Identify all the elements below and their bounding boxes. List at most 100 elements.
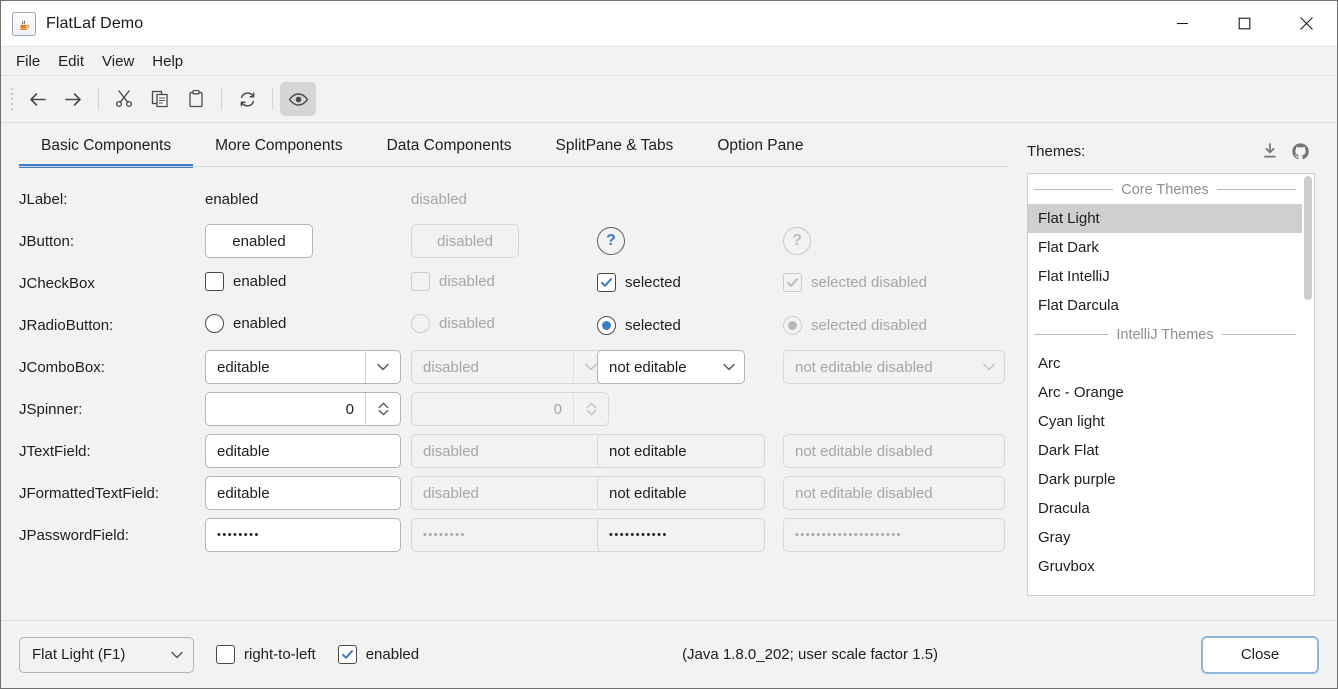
theme-item-arc[interactable]: Arc: [1038, 355, 1061, 372]
paste-icon[interactable]: [178, 82, 214, 116]
themes-header: Themes:: [1027, 135, 1315, 167]
toolbar-drag-handle[interactable]: [7, 86, 17, 112]
radio-selected[interactable]: selected: [597, 315, 681, 335]
radio-label: selected disabled: [811, 316, 927, 334]
enabled-checkbox[interactable]: enabled: [337, 645, 419, 664]
radio-selected-disabled: selected disabled: [783, 315, 927, 335]
formattedtextfield-not-editable[interactable]: not editable: [597, 476, 765, 510]
theme-item-gruvbox[interactable]: Gruvbox: [1038, 558, 1095, 575]
textfield-not-editable[interactable]: not editable: [597, 434, 765, 468]
passwordfield-editable[interactable]: ••••••••: [205, 518, 401, 552]
theme-item-dark-flat[interactable]: Dark Flat: [1038, 442, 1099, 459]
combobox-not-editable[interactable]: not editable: [597, 350, 745, 384]
cut-icon[interactable]: [106, 82, 142, 116]
menu-item-file[interactable]: File: [16, 52, 41, 70]
row-label: JCheckBox: [19, 274, 95, 292]
themes-title: Themes:: [1027, 142, 1086, 160]
spinner-arrows-icon[interactable]: [365, 393, 400, 425]
toolbar-separator: [98, 88, 99, 110]
checkbox-checked-icon: [597, 273, 616, 292]
row-jradiobutton: JRadioButton: enabled disabled: [19, 304, 1019, 346]
combobox-editable[interactable]: editable: [205, 350, 401, 384]
github-icon[interactable]: [1285, 137, 1315, 165]
back-icon[interactable]: [19, 82, 55, 116]
close-button[interactable]: [1275, 2, 1337, 46]
row-label: JSpinner:: [19, 400, 83, 418]
basic-components-form: JLabel: enabled disabled JButton: enable…: [19, 168, 1019, 620]
checkbox-selected[interactable]: selected: [597, 273, 681, 292]
themes-list[interactable]: Core Themes Flat Light Flat Dark Flat In…: [1028, 174, 1302, 595]
passwordfield-not-editable[interactable]: •••••••••••: [597, 518, 765, 552]
minimize-button[interactable]: [1151, 2, 1213, 46]
checkbox-label: selected: [625, 274, 681, 291]
row-jcheckbox: JCheckBox enabled disabled: [19, 262, 1019, 304]
close-dialog-button[interactable]: Close: [1201, 635, 1320, 674]
checkbox-box-icon: [216, 645, 235, 664]
maximize-button[interactable]: [1213, 2, 1275, 46]
tab-option-pane[interactable]: Option Pane: [695, 124, 825, 168]
theme-item-flat-intellij[interactable]: Flat IntelliJ: [1038, 268, 1110, 285]
row-label: JPasswordField:: [19, 526, 130, 544]
tab-more-components[interactable]: More Components: [193, 124, 365, 168]
chevron-down-icon[interactable]: [714, 351, 744, 383]
textfield-not-editable-disabled: not editable disabled: [783, 434, 1005, 468]
tab-label: More Components: [215, 137, 343, 154]
themes-scrollbar-thumb[interactable]: [1304, 176, 1312, 300]
laf-combobox[interactable]: Flat Light (F1): [19, 636, 194, 673]
theme-item-cyan-light[interactable]: Cyan light: [1038, 413, 1105, 430]
chevron-down-icon[interactable]: [161, 651, 193, 659]
theme-item-dark-purple[interactable]: Dark purple: [1038, 471, 1116, 488]
tab-label: Basic Components: [41, 137, 172, 154]
main-body: Basic Components More Components Data Co…: [1, 123, 1337, 620]
combobox-value: not editable disabled: [795, 358, 933, 376]
formattedtextfield-editable[interactable]: editable: [205, 476, 401, 510]
spinner-value: 0: [345, 400, 354, 418]
theme-item-flat-darcula[interactable]: Flat Darcula: [1038, 297, 1119, 314]
help-button[interactable]: ?: [597, 227, 625, 255]
theme-item-flat-light[interactable]: Flat Light: [1028, 204, 1302, 233]
checkbox-enabled[interactable]: enabled: [205, 271, 286, 291]
formattedtextfield-disabled: disabled: [411, 476, 609, 510]
forward-icon[interactable]: [55, 82, 91, 116]
theme-item-dracula[interactable]: Dracula: [1038, 500, 1090, 517]
menu-item-view[interactable]: View: [102, 52, 135, 70]
toolbar-separator-2: [221, 88, 222, 110]
formattedtextfield-not-editable-disabled: not editable disabled: [783, 476, 1005, 510]
tool-bar: [1, 76, 1337, 123]
checkbox-label: disabled: [439, 272, 495, 290]
refresh-icon[interactable]: [229, 82, 265, 116]
tab-splitpane-tabs[interactable]: SplitPane & Tabs: [534, 124, 696, 168]
row-jformattedtextfield: JFormattedTextField: editable disabled n…: [19, 472, 1019, 514]
chevron-down-icon[interactable]: [365, 351, 400, 383]
tab-data-components[interactable]: Data Components: [365, 124, 534, 168]
menu-item-edit[interactable]: Edit: [58, 52, 85, 70]
themes-group-separator-2: IntelliJ Themes: [1028, 320, 1302, 349]
download-icon[interactable]: [1255, 137, 1285, 165]
tab-basic-components[interactable]: Basic Components: [19, 124, 194, 168]
theme-item-gray[interactable]: Gray: [1038, 529, 1071, 546]
textfield-editable[interactable]: editable: [205, 434, 401, 468]
themes-group-separator: Core Themes: [1028, 175, 1302, 204]
jbutton-enabled[interactable]: enabled: [205, 224, 313, 258]
right-to-left-label: right-to-left: [244, 646, 316, 663]
checkbox-box-icon: [411, 271, 430, 291]
copy-icon[interactable]: [142, 82, 178, 116]
toolbar-separator-3: [272, 88, 273, 110]
right-to-left-checkbox[interactable]: right-to-left: [216, 645, 316, 664]
menu-item-help[interactable]: Help: [152, 52, 184, 70]
eye-icon[interactable]: [280, 82, 316, 116]
passwordfield-not-editable-disabled: ••••••••••••••••••••: [783, 518, 1005, 552]
row-label: JTextField:: [19, 442, 91, 460]
row-jpasswordfield: JPasswordField: •••••••• •••••••• ••••••…: [19, 514, 1019, 556]
spinner-enabled[interactable]: 0: [205, 392, 401, 426]
themes-pane: Themes: Core Themes Flat Light Flat Dark…: [1019, 123, 1337, 620]
radio-selected-icon: [783, 315, 802, 335]
checkbox-selected-disabled: selected disabled: [783, 273, 927, 292]
theme-item-flat-dark[interactable]: Flat Dark: [1038, 239, 1099, 256]
theme-item-arc-orange[interactable]: Arc - Orange: [1038, 384, 1124, 401]
radio-enabled[interactable]: enabled: [205, 313, 286, 333]
combobox-not-editable-disabled: not editable disabled: [783, 350, 1005, 384]
themes-scrollbar[interactable]: [1302, 174, 1314, 595]
row-label: JLabel:: [19, 190, 68, 208]
